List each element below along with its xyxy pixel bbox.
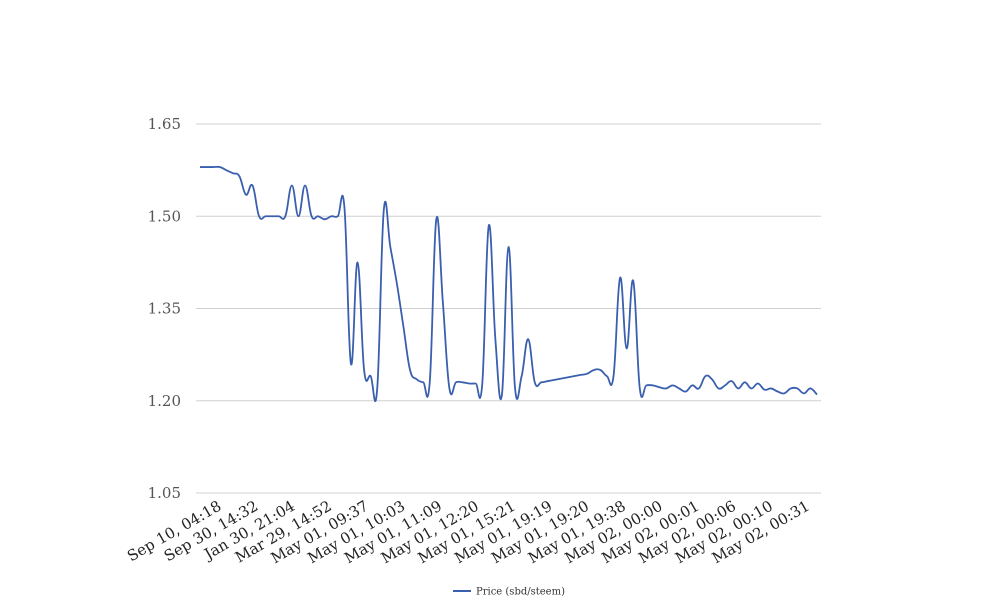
y-tick-label: 1.65 bbox=[148, 115, 181, 133]
series-layer bbox=[200, 165, 818, 402]
y-tick-label: 1.50 bbox=[148, 207, 181, 225]
legend[interactable]: Price (sbd/steem) bbox=[453, 587, 565, 598]
gridlines bbox=[196, 123, 821, 494]
y-tick-label: 1.05 bbox=[148, 484, 181, 502]
legend-label-price: Price (sbd/steem) bbox=[476, 587, 565, 598]
y-axis-tick-labels: 1.05 1.20 1.35 1.50 1.65 bbox=[148, 115, 181, 502]
y-tick-label: 1.20 bbox=[148, 392, 181, 410]
y-tick-label: 1.35 bbox=[148, 300, 181, 318]
series-line-0 bbox=[200, 165, 818, 402]
